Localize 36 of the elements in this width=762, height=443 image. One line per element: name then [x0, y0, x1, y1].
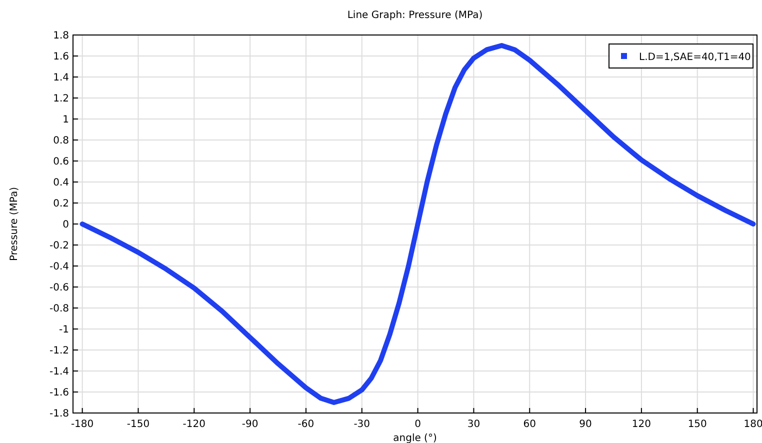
y-tick-label: 0.4	[53, 178, 69, 188]
y-tick-label: -1.4	[49, 366, 69, 378]
x-tick-label: -90	[242, 419, 258, 430]
y-tick-label: 1.6	[53, 52, 69, 62]
x-tick-label: -180	[70, 419, 94, 430]
y-tick-label: 0	[62, 220, 69, 230]
x-tick-label: 120	[632, 419, 651, 430]
y-tick-label: -0.2	[49, 240, 69, 252]
y-tick-label: -0.4	[49, 262, 69, 272]
x-tick-label: 180	[744, 419, 762, 430]
x-tick-label: 90	[579, 419, 592, 430]
y-tick-label: 1.2	[53, 94, 69, 104]
y-tick-label: -1.6	[49, 388, 69, 398]
x-tick-label: 30	[467, 419, 480, 430]
x-tick-label: -150	[126, 419, 150, 430]
y-tick-label: 1	[62, 114, 69, 126]
y-tick-label: 0.8	[53, 136, 69, 146]
y-tick-label: 0.6	[53, 156, 69, 168]
y-tick-label: -1	[59, 324, 69, 336]
y-axis-title: Pressure (MPa)	[9, 186, 20, 262]
x-tick-label: 150	[688, 419, 707, 430]
y-tick-label: -1.2	[49, 346, 69, 356]
y-tick-label: 1.4	[53, 72, 69, 84]
x-tick-label: -30	[354, 419, 370, 430]
x-tick-label: -120	[182, 419, 206, 430]
legend-label: L.D=1,SAE=40,T1=40	[639, 52, 751, 63]
chart-title: Line Graph: Pressure (MPa)	[347, 10, 483, 21]
x-tick-label: 60	[523, 419, 536, 430]
y-tick-label: -0.6	[49, 282, 69, 294]
x-axis-title: angle (°)	[393, 433, 437, 443]
y-tick-label: 0.2	[53, 198, 69, 210]
x-tick-label: 0	[414, 419, 421, 430]
y-tick-label: -1.8	[49, 408, 69, 420]
y-tick-label: 1.8	[53, 30, 69, 42]
y-tick-label: -0.8	[49, 304, 69, 314]
x-tick-label: -60	[298, 419, 314, 430]
